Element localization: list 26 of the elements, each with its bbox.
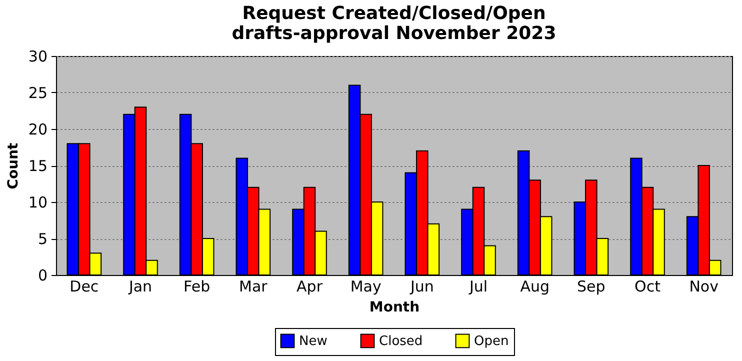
x-tick-label: May bbox=[350, 278, 382, 296]
y-tick-label: 10 bbox=[28, 194, 48, 212]
x-tick-label: Nov bbox=[689, 278, 719, 296]
x-axis-title: Month bbox=[369, 300, 420, 316]
x-tick-label: Jun bbox=[409, 278, 434, 296]
legend-label: New bbox=[299, 334, 328, 349]
y-tick-label: 20 bbox=[28, 120, 48, 138]
chart-subtitle: drafts-approval November 2023 bbox=[232, 23, 556, 44]
y-tick-label: 15 bbox=[28, 157, 48, 175]
legend-label: Closed bbox=[379, 334, 423, 349]
legend-label: Open bbox=[474, 334, 509, 349]
x-tick-label: Jul bbox=[468, 278, 488, 296]
y-tick-label: 0 bbox=[38, 266, 48, 284]
x-tick-label: Dec bbox=[70, 278, 99, 296]
x-tick-label: Oct bbox=[634, 278, 661, 296]
x-tick-label: Feb bbox=[184, 278, 210, 296]
chart-title: Request Created/Closed/Open bbox=[242, 3, 546, 24]
y-axis-title: Count bbox=[5, 142, 22, 190]
x-tick-label: Apr bbox=[296, 278, 324, 296]
y-tick-label: 25 bbox=[28, 84, 48, 102]
x-tick-label: Mar bbox=[239, 278, 268, 296]
y-tick-label: 30 bbox=[28, 48, 48, 66]
x-tick-label: Jan bbox=[128, 278, 152, 296]
x-tick-label: Sep bbox=[577, 278, 606, 296]
x-tick-label: Aug bbox=[520, 278, 550, 296]
y-tick-label: 5 bbox=[38, 230, 48, 248]
